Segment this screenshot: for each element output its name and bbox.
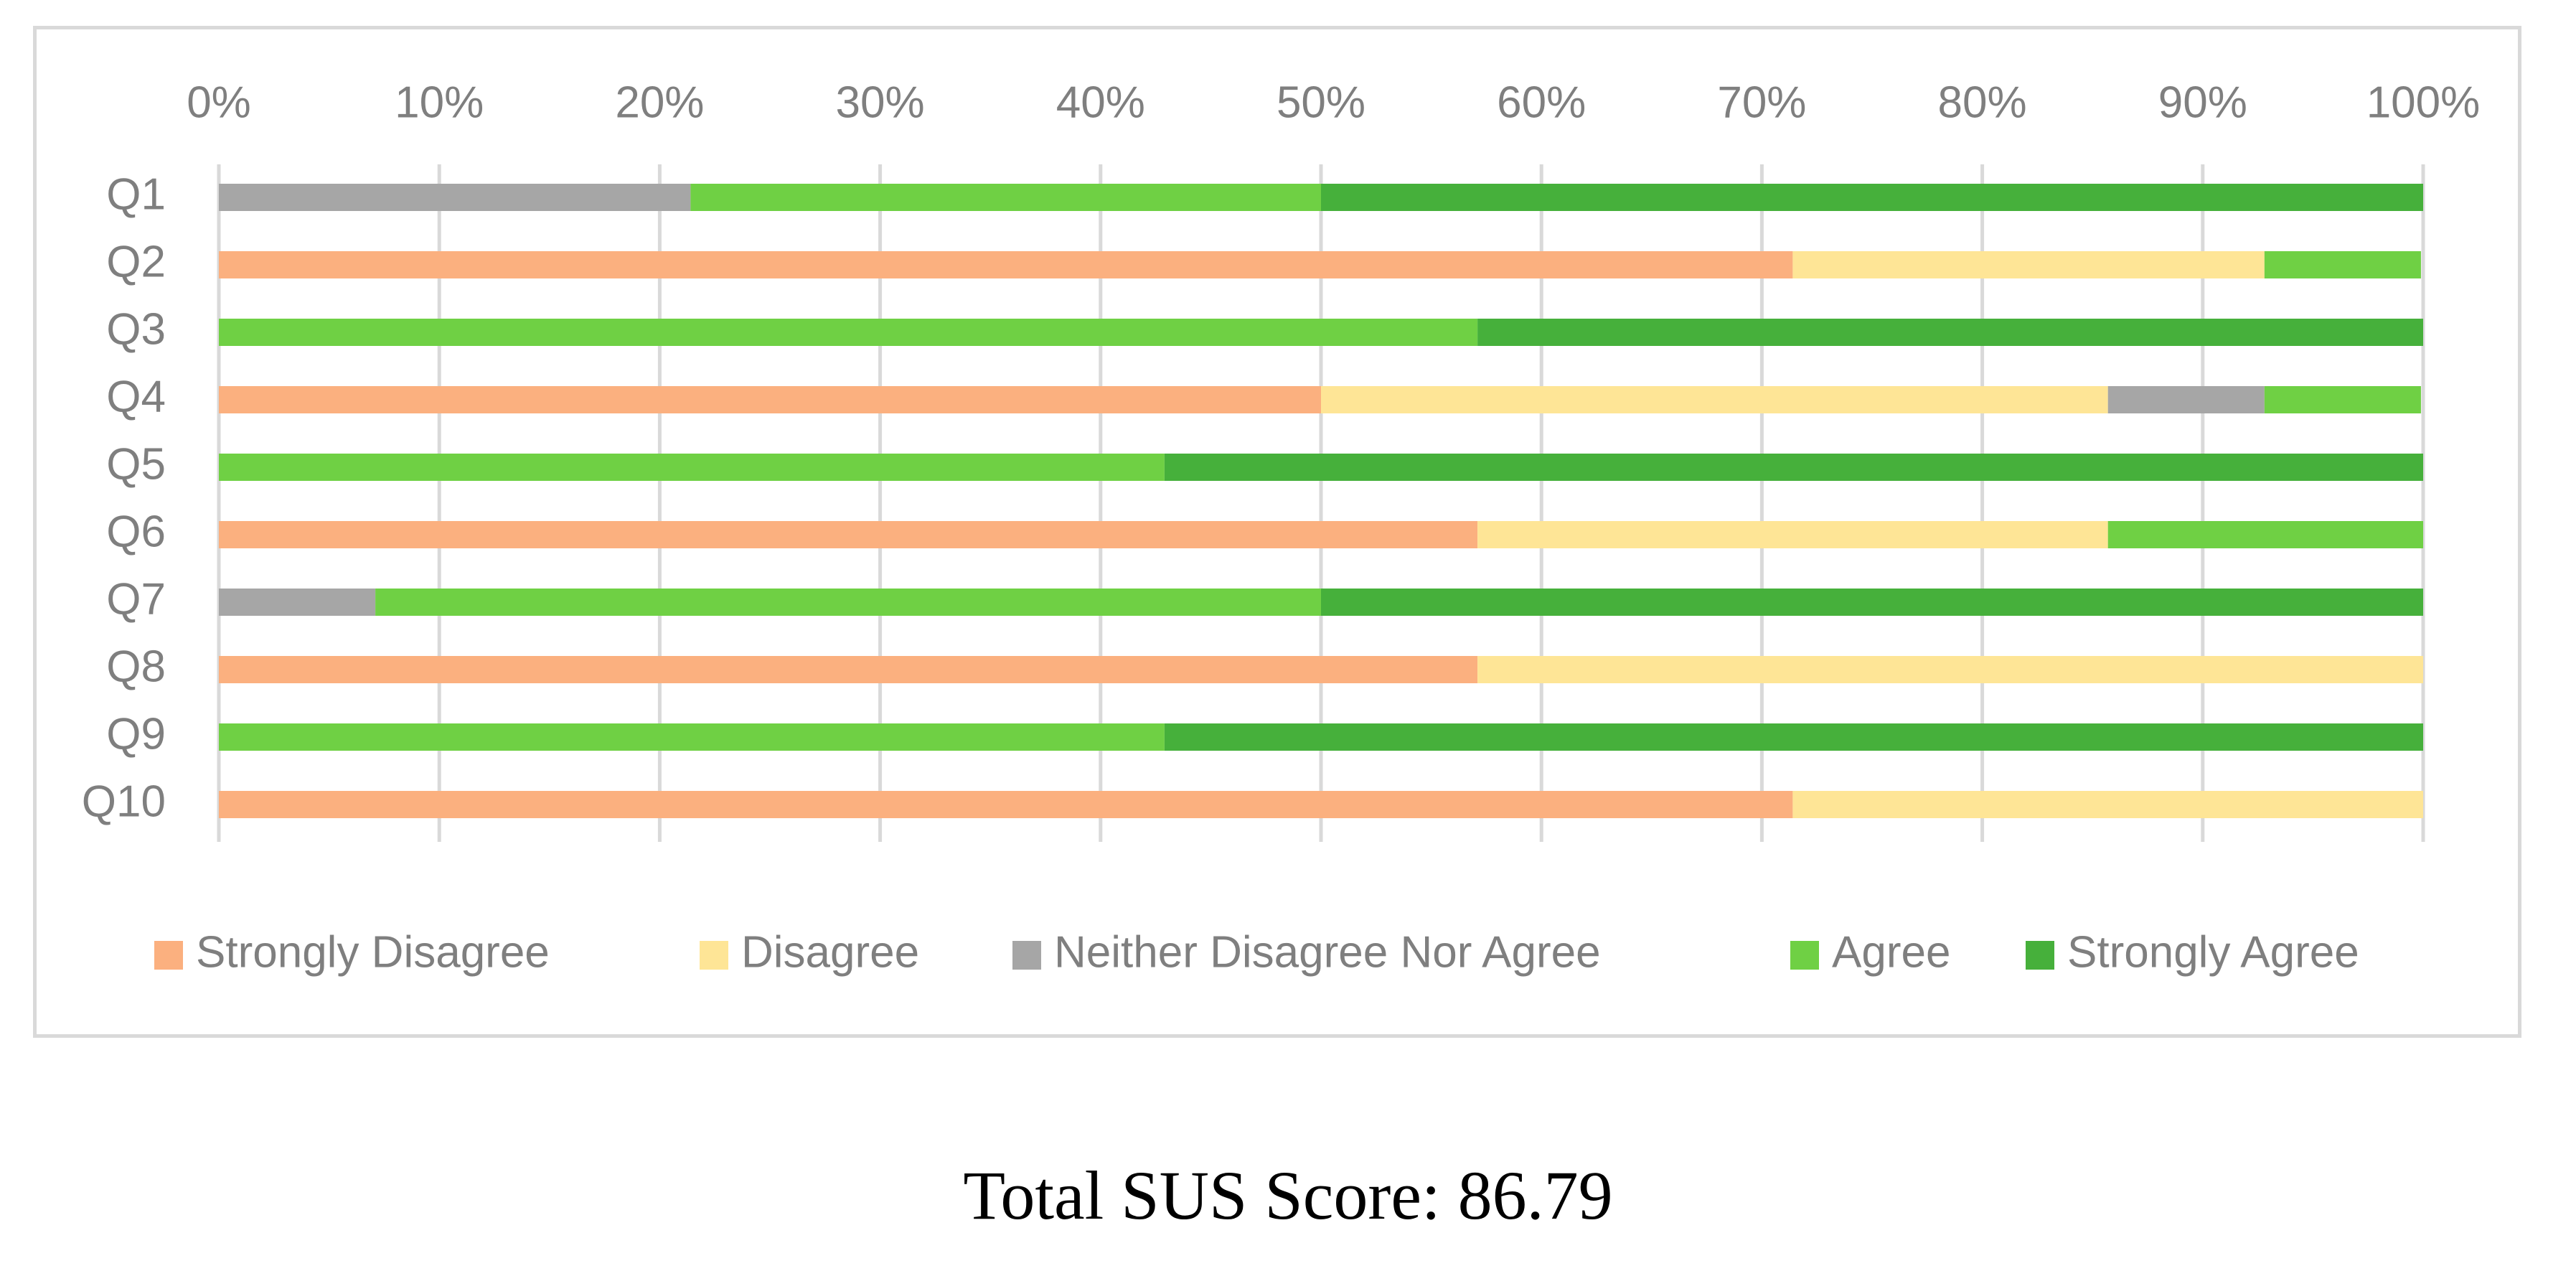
bar-segment	[219, 454, 1165, 481]
y-category-label: Q1	[106, 169, 166, 219]
y-category-label: Q4	[106, 372, 166, 421]
legend-marker	[700, 941, 728, 970]
legend-marker	[2026, 941, 2054, 970]
y-category-label: Q9	[106, 709, 166, 759]
legend-label: Agree	[1832, 927, 1950, 977]
bar-segment	[219, 791, 1793, 818]
bar-segment	[2107, 386, 2265, 413]
legend-label: Neither Disagree Nor Agree	[1054, 927, 1601, 977]
bar-segment	[219, 386, 1321, 413]
bar-segment	[219, 184, 691, 211]
legend-marker	[1012, 941, 1041, 970]
legend-label: Strongly Agree	[2067, 927, 2359, 977]
bar-segment	[2264, 251, 2421, 278]
x-tick-label: 10%	[395, 78, 484, 127]
x-tick-label: 70%	[1717, 78, 1806, 127]
bar-segment	[219, 251, 1793, 278]
bar-segment	[690, 184, 1321, 211]
bar-segment	[2107, 521, 2423, 548]
y-category-label: Q3	[106, 304, 166, 354]
bar-segment	[219, 319, 1478, 346]
bar-segment	[1477, 319, 2423, 346]
y-category-label: Q2	[106, 237, 166, 286]
bar-segment	[1321, 184, 2423, 211]
y-category-label: Q7	[106, 574, 166, 624]
bar-segment	[2264, 386, 2421, 413]
bar-segment	[1321, 589, 2423, 616]
bar-segment	[1792, 791, 2423, 818]
x-tick-label: 100%	[2366, 78, 2481, 127]
x-tick-label: 30%	[836, 78, 925, 127]
bar-segment	[1164, 454, 2423, 481]
x-tick-label: 20%	[615, 78, 704, 127]
y-category-label: Q10	[82, 777, 166, 826]
x-tick-label: 80%	[1938, 78, 2027, 127]
stacked-bar-chart: 0% 10% 20% 30% 40% 50% 60% 70% 80% 90% 100% Q1 Q2 Q3 Q…	[82, 78, 2481, 977]
y-category-label: Q8	[106, 642, 166, 691]
legend-marker	[1790, 941, 1819, 970]
chart-frame: 0% 10% 20% 30% 40% 50% 60% 70% 80% 90% 100% Q1 Q2 Q3 Q…	[33, 26, 2521, 1038]
x-tick-label: 40%	[1056, 78, 1145, 127]
x-tick-label: 0%	[187, 78, 251, 127]
bar-segment	[219, 589, 376, 616]
x-tick-label: 60%	[1497, 78, 1586, 127]
sus-score-caption: Total SUS Score: 86.79	[963, 1157, 1613, 1234]
x-tick-label: 50%	[1277, 78, 1365, 127]
bar-segment	[219, 521, 1478, 548]
bar-segment	[1321, 386, 2108, 413]
bar-segment	[1164, 723, 2423, 751]
bar-segment	[1792, 251, 2265, 278]
bar-segment	[219, 723, 1165, 751]
bar-segment	[1477, 521, 2108, 548]
y-category-label: Q6	[106, 507, 166, 556]
legend-label: Strongly Disagree	[196, 927, 550, 977]
y-category-label: Q5	[106, 439, 166, 489]
bar-segment	[219, 656, 1478, 683]
bar-segment	[1477, 656, 2423, 683]
legend-label: Disagree	[741, 927, 919, 977]
legend-marker	[154, 941, 183, 970]
bar-segment	[375, 589, 1321, 616]
x-tick-label: 90%	[2158, 78, 2247, 127]
